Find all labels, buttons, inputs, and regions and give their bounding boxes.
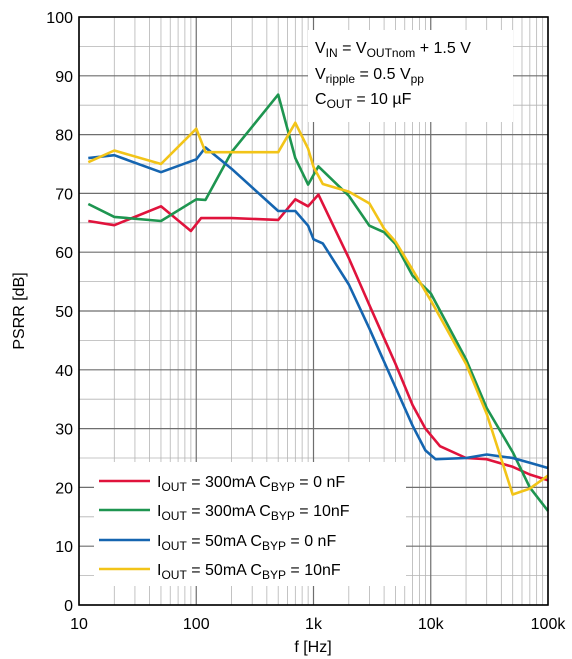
series-layer [87, 93, 550, 512]
series-line-1 [88, 193, 549, 482]
legend-entry-3: IOUT = 50mA CBYP = 0 nF [157, 533, 336, 553]
legend-entry-1: IOUT = 300mA CBYP = 0 nF [157, 474, 345, 494]
plot-frame [78, 16, 549, 606]
y-tick-label: 70 [55, 186, 73, 203]
y-tick-label: 100 [46, 10, 73, 27]
series-line-4 [87, 121, 549, 496]
annotation-background [308, 30, 513, 122]
annotation-vripple: Vripple = 0.5 Vpp [315, 66, 424, 86]
legend-entry-4: IOUT = 50mA CBYP = 10nF [157, 562, 341, 582]
y-tick-label: 10 [55, 539, 73, 556]
y-tick-label: 80 [55, 128, 73, 145]
x-tick-label: 10 [70, 616, 88, 633]
x-tick-label: 100 [183, 616, 210, 633]
series-line-3 [88, 146, 549, 470]
annotation-cout: COUT = 10 µF [315, 91, 412, 111]
y-tick-label: 0 [64, 598, 73, 615]
x-axis-label: f [Hz] [294, 639, 331, 656]
y-tick-label: 90 [55, 69, 73, 86]
annotation-vin: VIN = VOUTnom + 1.5 V [315, 40, 471, 60]
legend-background [94, 462, 406, 586]
x-tick-label: 10k [418, 616, 445, 633]
y-tick-label: 50 [55, 304, 73, 321]
y-tick-label: 40 [55, 363, 73, 380]
x-tick-label: 100k [531, 616, 567, 633]
legend-entry-2: IOUT = 300mA CBYP = 10nF [157, 503, 350, 523]
series-line-2 [87, 93, 550, 512]
y-axis-label: PSRR [dB] [11, 272, 28, 349]
x-tick-labels: 10 100 1k 10k 100k [70, 616, 566, 633]
legend: IOUT = 300mA CBYP = 0 nF IOUT = 300mA CBY… [99, 474, 350, 582]
y-tick-label: 30 [55, 422, 73, 439]
y-tick-labels: 0 10 20 30 40 50 60 70 80 90 100 [46, 10, 73, 615]
y-tick-label: 60 [55, 245, 73, 262]
y-tick-label: 20 [55, 480, 73, 497]
x-tick-label: 1k [305, 616, 323, 633]
